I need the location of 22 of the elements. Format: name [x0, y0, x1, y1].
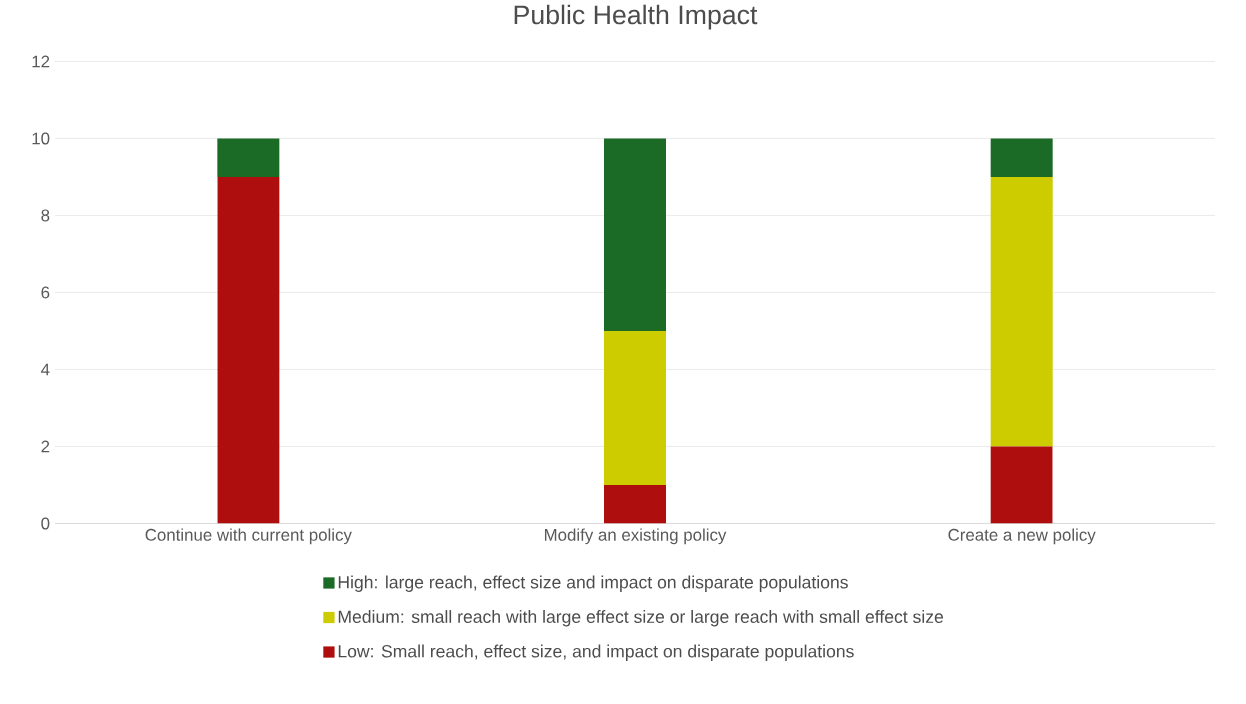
y-tick-label: 12 — [32, 55, 50, 68]
bar — [990, 176, 1053, 447]
bar — [217, 176, 280, 524]
y-tick-label: 0 — [41, 517, 50, 530]
y-tick-label: 2 — [41, 440, 50, 453]
x-tick-label: Modify an existing policy — [544, 528, 727, 544]
legend-label: Medium: small reach with large effect size or large reach with small effect size — [338, 609, 944, 627]
y-tick-label: 4 — [41, 363, 50, 376]
x-tick-label: Continue with current policy — [145, 528, 352, 544]
y-tick-label: 10 — [32, 132, 50, 145]
bar — [604, 138, 667, 331]
legend-label: High: large reach, effect size and impact on disparate populations — [338, 575, 848, 592]
chart-title: Public Health Impact — [514, 4, 758, 30]
bar — [217, 138, 280, 177]
legend-label: Low: Small reach, effect size, and impact on disparate populations — [338, 644, 854, 661]
y-tick-label: 8 — [41, 209, 50, 222]
bar — [604, 330, 667, 485]
bar — [990, 138, 1053, 177]
x-tick-label: Create a new policy — [948, 528, 1096, 544]
y-tick-label: 6 — [41, 286, 50, 299]
bar — [604, 484, 667, 524]
bar — [990, 446, 1053, 524]
